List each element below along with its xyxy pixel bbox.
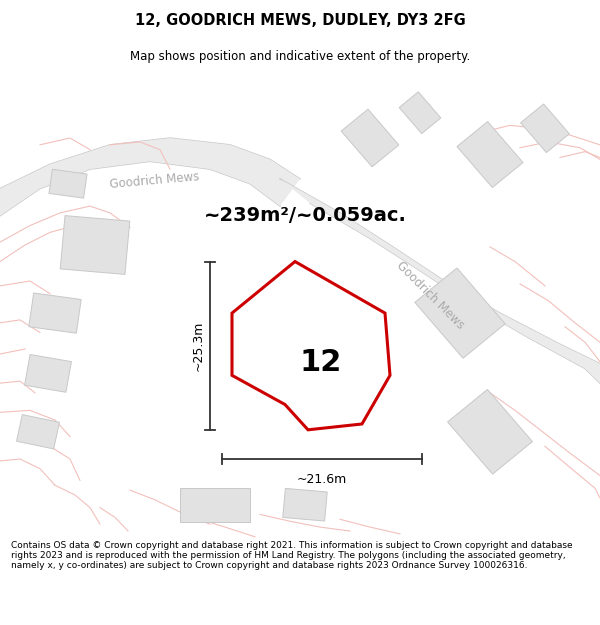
Polygon shape xyxy=(399,92,441,134)
Polygon shape xyxy=(232,261,390,430)
Polygon shape xyxy=(521,104,569,152)
Text: Map shows position and indicative extent of the property.: Map shows position and indicative extent… xyxy=(130,49,470,62)
Polygon shape xyxy=(0,138,300,216)
Polygon shape xyxy=(29,293,81,333)
Polygon shape xyxy=(242,271,382,422)
Text: 12, GOODRICH MEWS, DUDLEY, DY3 2FG: 12, GOODRICH MEWS, DUDLEY, DY3 2FG xyxy=(134,12,466,28)
Polygon shape xyxy=(457,121,523,188)
Text: ~21.6m: ~21.6m xyxy=(297,472,347,486)
Polygon shape xyxy=(60,216,130,274)
Text: ~25.3m: ~25.3m xyxy=(191,321,205,371)
Polygon shape xyxy=(341,109,399,167)
Text: Goodrich Mews: Goodrich Mews xyxy=(110,171,200,191)
Polygon shape xyxy=(448,389,532,474)
Text: ~239m²/~0.059ac.: ~239m²/~0.059ac. xyxy=(203,206,406,226)
Polygon shape xyxy=(415,268,505,358)
Polygon shape xyxy=(17,414,59,449)
Polygon shape xyxy=(283,488,327,521)
Polygon shape xyxy=(25,354,71,392)
Text: 12: 12 xyxy=(300,348,343,377)
Polygon shape xyxy=(280,179,600,383)
Text: Goodrich Mews: Goodrich Mews xyxy=(394,259,466,332)
Polygon shape xyxy=(180,488,250,522)
Polygon shape xyxy=(49,169,87,198)
Text: Contains OS data © Crown copyright and database right 2021. This information is : Contains OS data © Crown copyright and d… xyxy=(11,541,572,571)
